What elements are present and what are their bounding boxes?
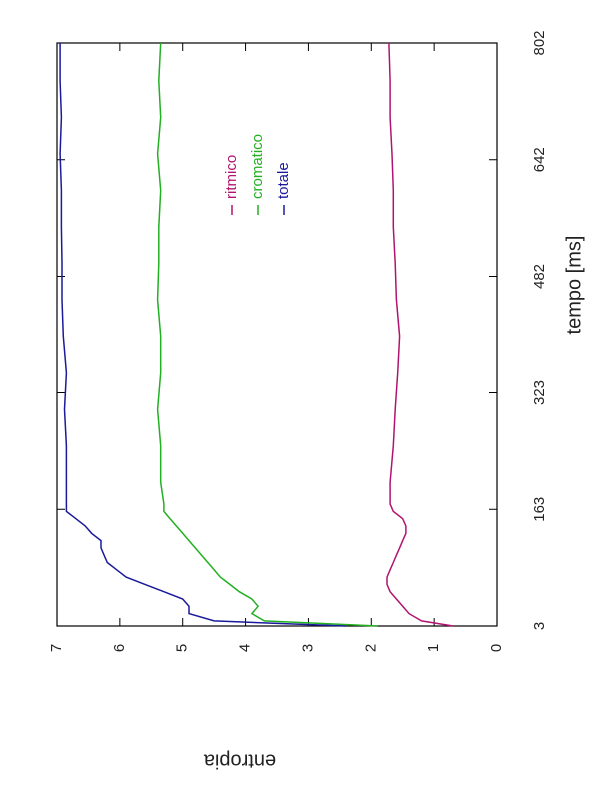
data-line — [59, 43, 347, 627]
y-tick-label: 7 — [48, 644, 65, 652]
y-tick-label: 3 — [299, 644, 316, 652]
plot-frame — [56, 42, 498, 627]
y-tick-label: 4 — [237, 644, 254, 652]
x-tick-label: 163 — [531, 497, 548, 522]
x-tick-label: 802 — [531, 30, 548, 55]
data-line — [386, 42, 454, 627]
x-axis-label: tempo [ms] — [563, 236, 585, 335]
y-tick-label: 0 — [488, 644, 505, 652]
x-tick-label: 482 — [531, 264, 548, 289]
x-tick-label: 323 — [531, 380, 548, 405]
y-tick-label: 2 — [362, 644, 379, 652]
y-tick-label: 6 — [111, 644, 128, 652]
y-tick-label: 1 — [425, 644, 442, 652]
x-tick-label: 3 — [531, 622, 548, 630]
y-tick-label: 5 — [174, 644, 191, 652]
legend-label: ritmico — [223, 155, 240, 199]
legend-label: cromatico — [249, 134, 266, 199]
y-axis-label: entropia — [203, 750, 276, 772]
x-tick-label: 642 — [531, 147, 548, 172]
data-line — [156, 42, 378, 627]
legend-label: totale — [275, 162, 292, 199]
